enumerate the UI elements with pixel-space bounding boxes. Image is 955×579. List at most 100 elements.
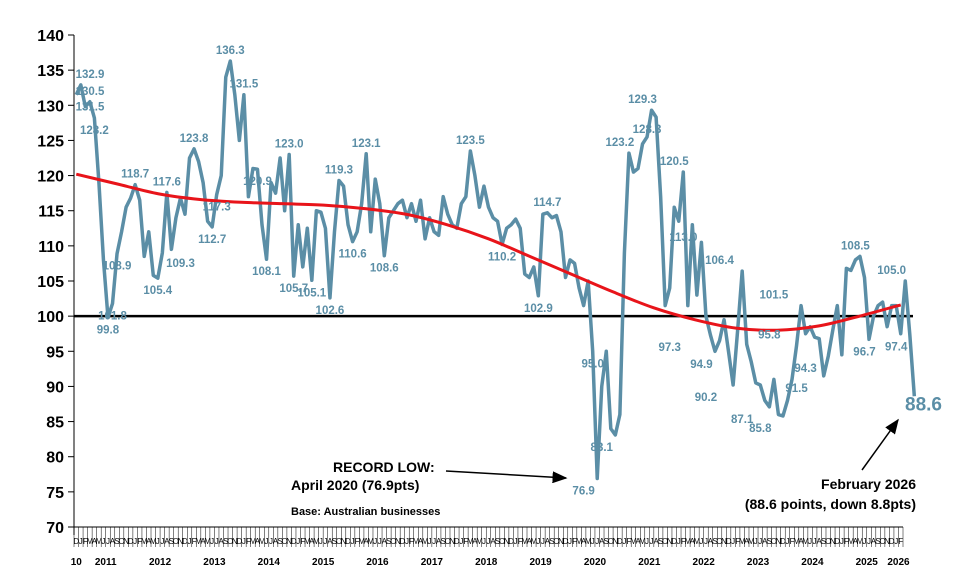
data-label: 102.9 xyxy=(524,303,553,315)
x-month-label: M xyxy=(576,537,583,546)
x-month-label: M xyxy=(630,537,637,546)
data-label: 128.3 xyxy=(633,124,662,136)
x-month-label: A xyxy=(472,537,478,546)
x-month-label: N xyxy=(830,537,836,546)
data-label: 118.7 xyxy=(121,169,149,181)
x-month-label: A xyxy=(690,537,696,546)
x-month-label: M xyxy=(304,537,311,546)
data-label: 94.9 xyxy=(690,359,712,371)
x-month-label: J xyxy=(813,537,817,546)
x-year-label: 2017 xyxy=(421,557,444,568)
y-tick-label: 95 xyxy=(46,344,64,361)
x-month-label: O xyxy=(118,537,124,546)
x-month-label: M xyxy=(413,537,420,546)
y-tick-label: 80 xyxy=(46,450,64,467)
x-month-label: N xyxy=(286,537,292,546)
x-month-label: A xyxy=(581,537,587,546)
x-year-label: 2012 xyxy=(149,557,172,568)
x-month-label: J xyxy=(568,537,572,546)
base-note: Base: Australian businesses xyxy=(291,506,440,518)
x-month-label: F xyxy=(137,537,142,546)
x-month-label: J xyxy=(482,537,486,546)
x-month-label: J xyxy=(650,537,654,546)
x-month-label: S xyxy=(875,537,880,546)
data-label: 131.5 xyxy=(76,102,105,114)
x-month-label: D xyxy=(726,537,732,546)
data-label: 95.0 xyxy=(581,358,603,370)
x-month-label: O xyxy=(771,537,777,546)
x-month-label: J xyxy=(296,537,300,546)
y-tick-label: 75 xyxy=(46,485,64,502)
annotations: RECORD LOW: April 2020 (76.9pts) Base: A… xyxy=(291,418,916,518)
x-month-label: J xyxy=(541,537,545,546)
x-month-label: M xyxy=(694,537,701,546)
x-year-label: 2018 xyxy=(475,557,498,568)
x-month-label: O xyxy=(445,537,451,546)
x-year-label: 2014 xyxy=(258,557,281,568)
x-month-label: J xyxy=(133,537,137,546)
x-year-label: 2020 xyxy=(584,557,607,568)
x-month-label: J xyxy=(731,537,735,546)
x-month-label: J xyxy=(677,537,681,546)
x-month-label: A xyxy=(635,537,641,546)
x-month-label: A xyxy=(817,537,823,546)
data-label: 117.3 xyxy=(203,202,231,214)
x-month-label: M xyxy=(684,537,691,546)
x-month-label: M xyxy=(793,537,800,546)
x-month-label: M xyxy=(639,537,646,546)
x-month-label: F xyxy=(735,537,740,546)
x-month-label: A xyxy=(219,537,225,546)
x-month-label: D xyxy=(128,537,134,546)
record-low-arrow xyxy=(445,470,568,484)
x-month-label: A xyxy=(200,537,206,546)
data-label: 76.9 xyxy=(572,486,594,498)
x-month-label: N xyxy=(395,537,401,546)
y-tick-label: 125 xyxy=(37,133,64,150)
x-month-label: M xyxy=(521,537,528,546)
data-label: 110.2 xyxy=(488,251,516,263)
data-label: 91.5 xyxy=(785,383,808,395)
x-month-label: J xyxy=(894,537,898,546)
x-month-label: F xyxy=(355,537,360,546)
data-label: 97.4 xyxy=(885,341,908,353)
x-month-label: O xyxy=(825,537,831,546)
x-month-label: M xyxy=(857,537,864,546)
x-month-label: J xyxy=(265,537,269,546)
x-year-label: 2023 xyxy=(747,557,770,568)
data-label: 119.3 xyxy=(325,164,353,176)
x-month-label: M xyxy=(195,537,202,546)
x-month-label: A xyxy=(92,537,98,546)
x-month-label: A xyxy=(110,537,116,546)
x-month-label: J xyxy=(188,537,192,546)
x-month-label: D xyxy=(73,537,79,546)
data-label: 136.3 xyxy=(216,45,245,57)
x-month-label: A xyxy=(871,537,877,546)
x-month-label: A xyxy=(744,537,750,546)
x-month-label: D xyxy=(563,537,569,546)
data-label: 108.5 xyxy=(841,240,870,252)
x-month-label: J xyxy=(808,537,812,546)
x-month-label: D xyxy=(780,537,786,546)
data-label: 129.3 xyxy=(628,94,657,106)
x-month-label: A xyxy=(273,537,279,546)
data-label: 120.9 xyxy=(243,176,272,188)
x-month-label: M xyxy=(96,537,103,546)
x-month-label: O xyxy=(608,537,614,546)
data-label: 123.0 xyxy=(275,138,304,150)
x-month-label: D xyxy=(454,537,460,546)
data-label: 123.8 xyxy=(180,133,209,145)
data-label: 110.6 xyxy=(339,249,367,261)
x-month-label: J xyxy=(215,537,219,546)
data-label: 112.7 xyxy=(198,234,226,246)
y-tick-label: 130 xyxy=(37,98,64,115)
x-month-label: F xyxy=(681,537,686,546)
latest-arrow xyxy=(861,418,899,471)
y-tick-label: 140 xyxy=(37,28,64,45)
x-month-label: S xyxy=(712,537,717,546)
x-month-label: M xyxy=(358,537,365,546)
x-month-label: A xyxy=(490,537,496,546)
y-tick-label: 110 xyxy=(38,239,64,256)
data-labels: 131.5 132.9 130.5 128.2 99.8 101.8 108.9 118.7 1… xyxy=(76,45,942,497)
latest-detail: (88.6 points, down 8.8pts) xyxy=(745,496,916,512)
x-month-label: F xyxy=(409,537,414,546)
